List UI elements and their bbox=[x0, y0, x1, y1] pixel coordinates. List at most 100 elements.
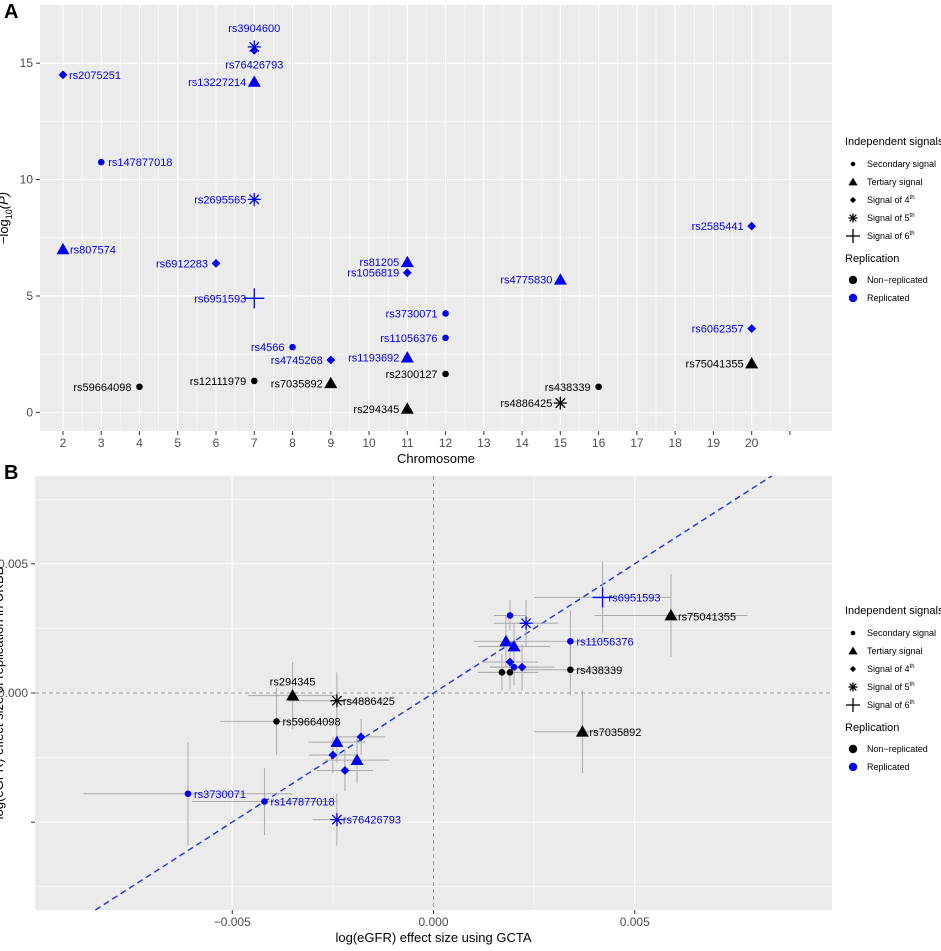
panel-a-point-label: rs75041355 bbox=[686, 358, 744, 370]
legend-signal-sup: th bbox=[910, 231, 915, 237]
panel-a-point-label: rs4566 bbox=[251, 342, 285, 354]
legend-key-asterisk bbox=[848, 682, 858, 692]
panel-b-point-circle bbox=[184, 790, 192, 798]
panel-a-point-label: rs4775830 bbox=[500, 275, 552, 287]
panel-a-tick-label-x: 16 bbox=[592, 436, 606, 450]
legend-replication-title: Replication bbox=[845, 253, 899, 265]
panel-a-point-label: rs4886425 bbox=[500, 398, 552, 410]
legend-key-plus bbox=[846, 698, 860, 712]
legend-key-replication bbox=[848, 293, 858, 303]
panel-a-point-label: rs81205 bbox=[360, 257, 400, 269]
panel-b-point-triangle bbox=[350, 753, 364, 766]
panel-a-point-diamond bbox=[326, 355, 336, 365]
panel-a-point-label: rs807574 bbox=[70, 244, 116, 256]
legend-key-asterisk-stroke bbox=[849, 214, 857, 222]
panel-a-point-label: rs294345 bbox=[353, 404, 399, 416]
panel-a-point-diamond bbox=[747, 221, 757, 231]
panel-a-tick-label-y: 5 bbox=[26, 289, 33, 303]
legend-signal-label: Tertiary signal bbox=[867, 646, 923, 656]
panel-a-point-circle bbox=[595, 383, 602, 391]
panel-a-tick-label-x: 14 bbox=[515, 436, 529, 450]
panel-a-tick-label-y: 15 bbox=[20, 56, 34, 70]
legend-key-triangle bbox=[848, 177, 858, 186]
panel-a-point-label: rs2695565 bbox=[194, 194, 246, 206]
legend-key-circle bbox=[850, 161, 856, 167]
panel-b-tick-label-x: 0.000 bbox=[418, 915, 448, 929]
panel-a-tick-label-x: 5 bbox=[174, 436, 181, 450]
legend-key-replication bbox=[848, 762, 858, 772]
panel-b-point-triangle bbox=[664, 609, 678, 621]
panel-b-point-diamond bbox=[505, 657, 515, 667]
panel-a-point-triangle bbox=[247, 75, 261, 87]
panel-a-point-asterisk bbox=[247, 192, 261, 206]
legend-replication-label: Replicated bbox=[867, 762, 910, 772]
legend-signal-sup: th bbox=[910, 682, 915, 688]
panel-b-point-label: rs3730071 bbox=[194, 789, 246, 801]
panel-a-tick-label-x: 11 bbox=[401, 436, 414, 450]
panel-b-y-axis-title: log(eGFR) effect size of replication in … bbox=[0, 567, 6, 820]
panel-a-point-circle bbox=[289, 343, 296, 351]
panel-b-point-circle bbox=[261, 798, 268, 805]
panel-a-point-label: rs13227214 bbox=[188, 77, 246, 89]
legend-key-diamond bbox=[849, 665, 857, 673]
legend-signal-sup: th bbox=[910, 700, 915, 706]
panel-a-point-label: rs3904600 bbox=[228, 23, 280, 35]
legend-signal-label: Signal of 6th bbox=[867, 231, 915, 241]
panel-a-tick-label-x: 6 bbox=[213, 436, 220, 450]
panel-b-point-label: rs4886425 bbox=[343, 696, 395, 708]
panel-b-point-label: rs75041355 bbox=[678, 612, 736, 624]
panel-b-point-diamond bbox=[340, 766, 350, 775]
legend-signal-label: Secondary signal bbox=[867, 628, 936, 638]
panel-a-point-label: rs3730071 bbox=[386, 308, 438, 320]
legend-panel-a: Independent signals Secondary signal Terti… bbox=[845, 136, 941, 303]
panel-a-point-diamond bbox=[211, 258, 221, 268]
panel-a-point-triangle bbox=[745, 356, 759, 369]
panel-a-point-label: rs76426793 bbox=[225, 59, 283, 71]
legend-signal-sup: th bbox=[910, 213, 915, 219]
panel-b-point-label: rs7035892 bbox=[589, 727, 641, 739]
panel-a-tick-label-x: 9 bbox=[327, 436, 334, 450]
panel-a-tick-label-x: 19 bbox=[707, 436, 721, 450]
panel-b-point-label: rs76426793 bbox=[343, 815, 401, 827]
panel-b-point-circle bbox=[510, 663, 518, 671]
panel-a-point-circle bbox=[250, 377, 258, 385]
panel-a-tick-label-x: 2 bbox=[60, 436, 67, 450]
legend-key-asterisk bbox=[848, 213, 858, 223]
panel-b-point-circle bbox=[506, 612, 514, 619]
panel-a-y-axis-title: −log10(P) bbox=[0, 192, 14, 244]
panel-b-point-circle bbox=[567, 666, 574, 674]
legend-signal-label: Signal of 6th bbox=[867, 700, 915, 710]
panel-b-tick-label-y: 0.005 bbox=[0, 557, 28, 571]
panel-b-tick-label-x: 0.005 bbox=[620, 915, 650, 929]
legend-key-asterisk-stroke bbox=[849, 683, 857, 691]
panel-a-point-triangle bbox=[553, 273, 567, 285]
panel-b-tick-label-y: 0.000 bbox=[0, 686, 28, 700]
legend-signal-label: Tertiary signal bbox=[867, 177, 923, 187]
panel-b-point-label: rs11056376 bbox=[576, 636, 633, 648]
panel-b-point-asterisk-stroke bbox=[331, 695, 343, 706]
panel-a-point-asterisk bbox=[553, 396, 567, 410]
panel-b-point-label: rs147877018 bbox=[270, 797, 334, 809]
panel-b-point-label: rs59664098 bbox=[283, 716, 341, 728]
panel-b-point-asterisk bbox=[330, 694, 344, 708]
panel-a-point-triangle bbox=[400, 255, 414, 268]
panel-a-y-axis-title-part: −log bbox=[0, 219, 11, 244]
panel-b-plot: −0.005 0.000 0.005 0.000 0.005 rs6951593 rs750… bbox=[0, 475, 832, 945]
panel-b-point-triangle bbox=[330, 735, 344, 747]
legend-signal-sup: th bbox=[910, 195, 915, 201]
panel-a-tick-label-x: 8 bbox=[289, 436, 296, 450]
panel-b-point-asterisk-stroke bbox=[331, 814, 343, 825]
panel-a-point-diamond bbox=[249, 45, 259, 55]
panel-a-point-asterisk-stroke bbox=[555, 397, 566, 409]
panel-a-point-plus bbox=[244, 288, 265, 309]
legend-signal-label: Signal of 4th bbox=[867, 195, 915, 205]
panel-a-point-label: rs147877018 bbox=[108, 157, 172, 169]
panel-a-point-circle bbox=[442, 310, 449, 317]
panel-a-point-triangle bbox=[324, 376, 338, 389]
panel-a-point-label: rs6062357 bbox=[692, 324, 744, 336]
legend-replication-label: Replicated bbox=[867, 293, 910, 303]
panel-a-x-axis-title: Chromosome bbox=[397, 451, 475, 466]
panel-a-tick-label-x: 4 bbox=[136, 436, 143, 450]
panel-b-point-plus bbox=[592, 587, 613, 608]
panel-a-point-triangle bbox=[400, 402, 414, 414]
